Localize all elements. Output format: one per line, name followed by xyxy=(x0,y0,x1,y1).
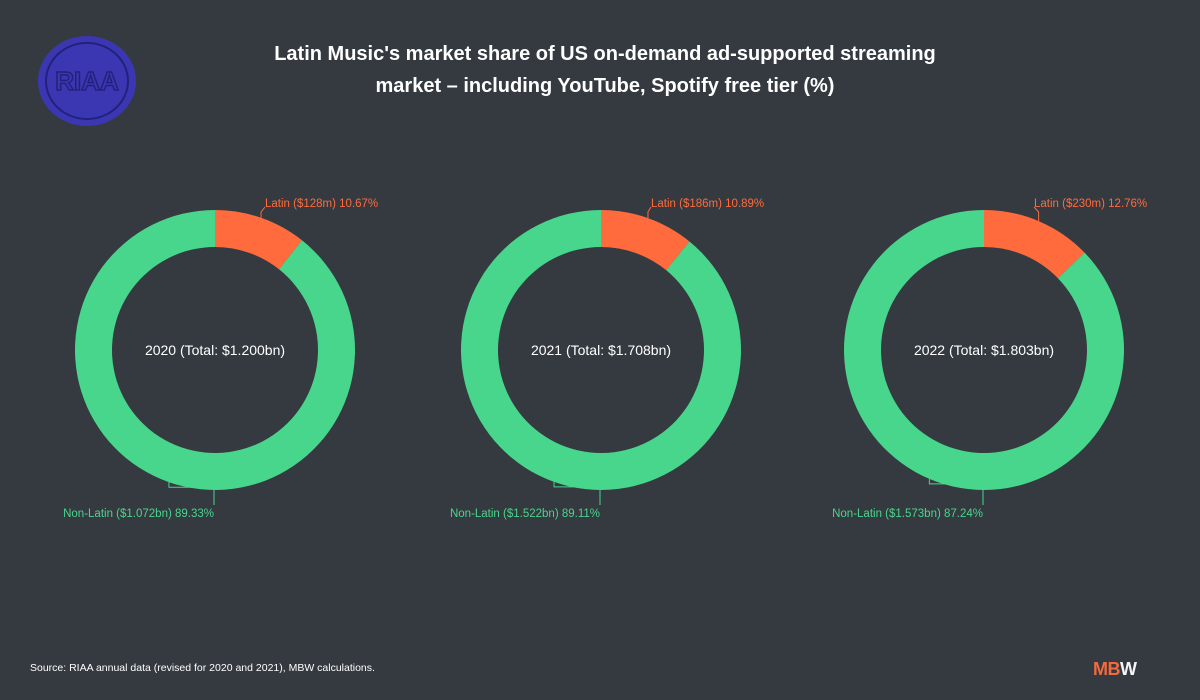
logo-outer-ring xyxy=(38,36,136,126)
logo-text: RIAA xyxy=(55,66,119,96)
donut-2-slice-latin xyxy=(601,210,690,271)
donut-2-label-non-latin: Non-Latin ($1.522bn) 89.11% xyxy=(450,508,600,520)
donut-2-center-label: 2021 (Total: $1.708bn) xyxy=(531,342,671,358)
chart-title-line-2: market – including YouTube, Spotify free… xyxy=(375,75,835,97)
donut-2-leader-latin xyxy=(647,206,652,219)
donut-1-slice-latin xyxy=(215,210,302,270)
donut-1-leader-non-latin xyxy=(168,482,215,505)
chart-title: Latin Music's market share of US on-dema… xyxy=(180,38,1030,102)
brand-mark-part-1: MB xyxy=(1093,659,1121,679)
donut-1-label-non-latin: Non-Latin ($1.072bn) 89.33% xyxy=(63,508,214,520)
donut-1-leader-latin xyxy=(260,206,266,218)
brand-logo: MBW xyxy=(1093,659,1145,679)
donut-3-leader-non-latin xyxy=(928,478,984,505)
donut-1-label-latin: Latin ($128m) 10.67% xyxy=(265,198,378,210)
donut-3-label-non-latin: Non-Latin ($1.573bn) 87.24% xyxy=(832,508,983,520)
donut-1-center-label: 2020 (Total: $1.200bn) xyxy=(145,342,285,358)
brand-mark-part-2: W xyxy=(1120,659,1137,679)
donut-3-slice-latin xyxy=(984,210,1085,279)
donut-2-label-latin: Latin ($186m) 10.89% xyxy=(651,198,764,210)
logo: RIAA xyxy=(36,34,138,128)
logo-inner-ring xyxy=(45,42,129,120)
source-note: Source: RIAA annual data (revised for 20… xyxy=(30,662,375,674)
donut-2-leader-non-latin xyxy=(553,481,601,505)
donut-3-leader-latin xyxy=(1033,206,1040,222)
donut-3-center-label: 2022 (Total: $1.803bn) xyxy=(914,342,1054,358)
chart-title-line-1: Latin Music's market share of US on-dema… xyxy=(274,43,936,65)
donut-3-label-latin: Latin ($230m) 12.76% xyxy=(1034,198,1147,210)
